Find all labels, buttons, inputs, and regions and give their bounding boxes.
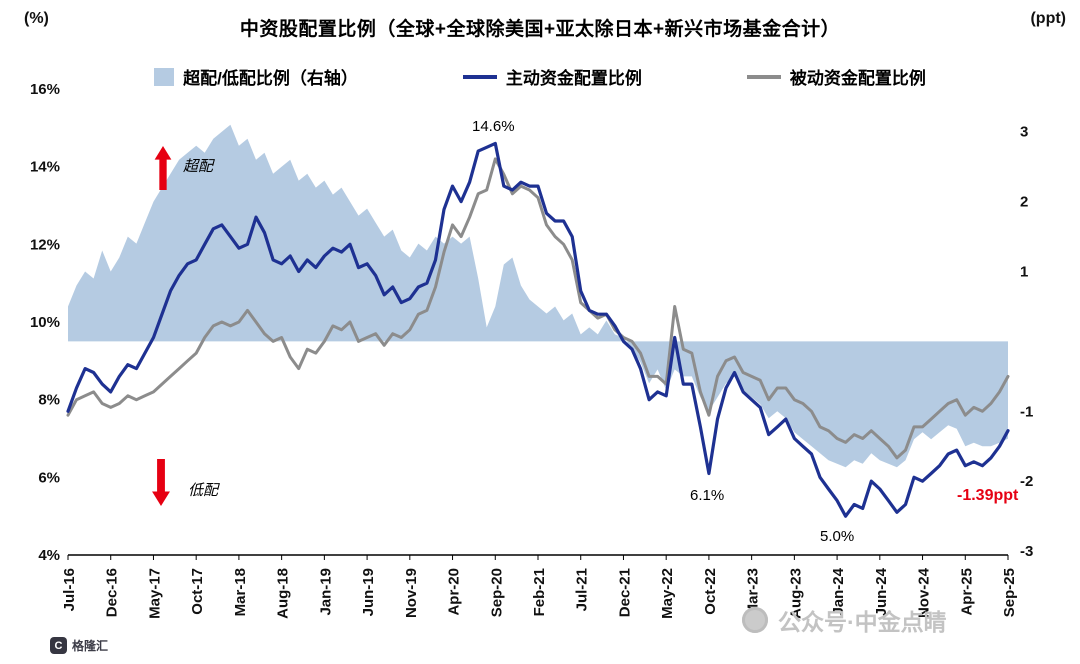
right-axis-tick-label: 2 [1020,194,1028,211]
annotation-latest-overweight: -1.39ppt [957,487,1019,504]
annotation-oct22-value: 6.1% [690,487,725,504]
legend-label-passive: 被动资金配置比例 [789,69,926,88]
underweight-arrow-icon [152,459,170,506]
left-axis-tick-label: 16% [30,81,60,98]
x-axis-tick-label: Jul-16 [61,568,78,611]
x-axis-tick-label: May-22 [659,568,676,619]
passive-line-series [66,157,1010,460]
legend-item-overweight-area: 超配/低配比例（右轴） [154,64,358,89]
wechat-watermark-text: 公众号·中金点睛 [778,609,947,635]
wechat-avatar-icon [742,607,768,633]
x-axis-tick-label: Nov-19 [403,568,420,618]
right-axis-tick-label: -3 [1020,543,1033,560]
area-swatch-icon [154,67,175,86]
gelonghui-logo: C 格隆汇 [50,637,108,654]
legend-label-overweight: 超配/低配比例（右轴） [183,69,358,88]
x-axis-tick-label: Dec-21 [616,568,633,617]
right-axis-tick-label: 3 [1020,124,1028,141]
right-axis-tick-label: -1 [1020,403,1033,420]
x-axis-tick-label: Apr-25 [958,568,975,616]
left-axis-tick-label: 12% [30,236,60,253]
x-axis-tick-label: Jun-24 [873,567,890,616]
left-axis-tick-label: 10% [30,314,60,331]
overweight-arrow-label: 超配 [183,158,214,175]
x-axis-tick-label: Aug-23 [787,568,804,619]
x-axis-tick-label: Nov-24 [916,567,933,618]
line-swatch-icon [746,74,781,79]
x-axis-tick-label: Sep-25 [1001,568,1018,617]
chart-title: 中资股配置比例（全球+全球除美国+亚太除日本+新兴市场基金合计） [239,19,841,40]
x-axis-tick-label: Mar-18 [232,568,249,616]
x-axis-tick-label: Jan-24 [830,567,847,615]
left-axis-tick-label: 4% [38,547,60,564]
active-line-series [66,141,1010,518]
x-axis-tick-label: Oct-22 [702,568,719,615]
x-axis-tick-label: Dec-16 [104,568,121,617]
x-axis-tick-label: May-17 [146,568,163,619]
left-axis-unit-label: (%) [24,10,49,27]
right-axis-tick-label: -2 [1020,473,1033,490]
gelonghui-logo-text: 格隆汇 [72,639,109,653]
annotation-peak-value: 14.6% [472,118,515,135]
legend: 超配/低配比例（右轴） 主动资金配置比例 被动资金配置比例 [0,64,1080,89]
right-axis-tick-label: 1 [1020,264,1028,281]
overweight-arrow-icon [154,146,172,190]
line-swatch-icon [462,74,497,79]
x-axis-tick-label: Mar-23 [745,568,762,616]
legend-item-active-funds: 主动资金配置比例 [462,64,642,89]
underweight-arrow-label: 低配 [188,482,219,499]
left-axis-tick-label: 14% [30,159,60,176]
legend-item-passive-funds: 被动资金配置比例 [746,64,926,89]
right-axis-unit-label: (ppt) [1030,10,1066,27]
left-axis-tick-label: 8% [38,392,60,409]
x-axis-tick-label: Feb-21 [531,568,548,616]
gelonghui-logo-icon: C [50,637,67,654]
x-axis-tick-label: Jul-21 [574,568,591,611]
x-axis-tick-label: Oct-17 [189,568,206,615]
x-axis-tick-label: Jun-19 [360,568,377,616]
x-axis-tick-label: Sep-20 [488,568,505,617]
legend-label-active: 主动资金配置比例 [505,69,642,88]
x-axis-tick-label: Apr-20 [446,568,463,616]
x-axis-tick-label: Jan-19 [317,568,334,616]
wechat-watermark: 公众号·中金点睛 [742,603,947,637]
annotation-jan24-value: 5.0% [820,528,855,545]
left-axis-tick-label: 6% [38,469,60,486]
x-axis-tick-label: Aug-18 [275,568,292,619]
overweight-area-series [68,124,1008,468]
